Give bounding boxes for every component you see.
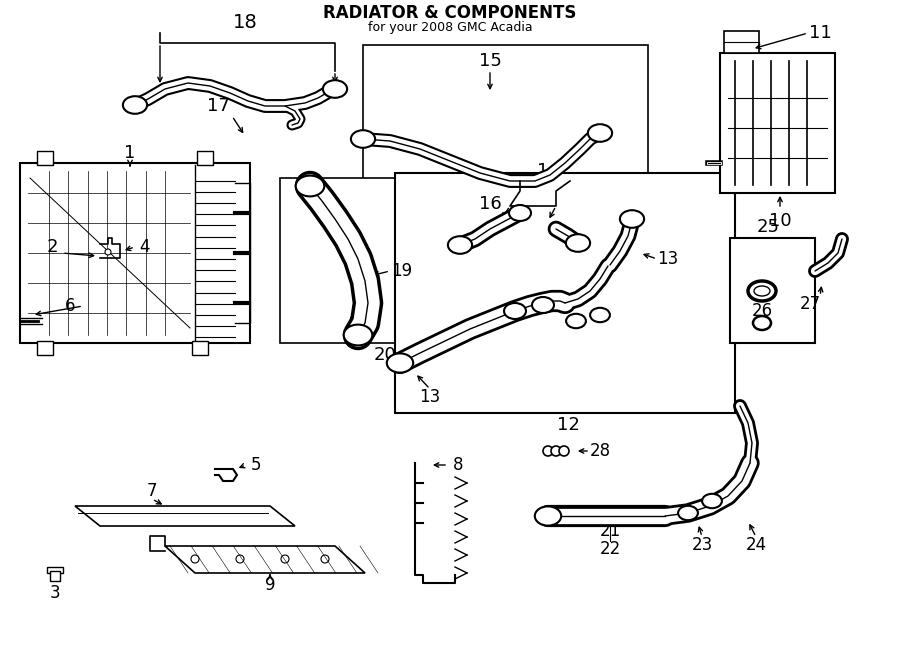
Text: 2: 2	[46, 238, 58, 256]
Ellipse shape	[590, 308, 610, 322]
Ellipse shape	[532, 297, 554, 313]
Ellipse shape	[448, 236, 472, 254]
Text: 25: 25	[757, 218, 779, 236]
Text: 6: 6	[65, 297, 76, 315]
Ellipse shape	[509, 205, 531, 221]
Ellipse shape	[351, 130, 375, 148]
Text: 10: 10	[769, 212, 791, 230]
Ellipse shape	[620, 210, 644, 228]
Text: 23: 23	[691, 536, 713, 554]
Circle shape	[551, 446, 561, 456]
Ellipse shape	[702, 494, 722, 508]
Ellipse shape	[123, 97, 147, 114]
Text: 12: 12	[556, 416, 580, 434]
Bar	[197, 151, 213, 165]
Text: 26: 26	[752, 302, 772, 320]
Ellipse shape	[748, 281, 776, 301]
Bar	[20, 163, 250, 343]
Text: for your 2008 GMC Acadia: for your 2008 GMC Acadia	[368, 22, 532, 34]
Polygon shape	[75, 506, 295, 526]
Bar	[395, 173, 735, 413]
Circle shape	[321, 555, 329, 563]
Ellipse shape	[678, 506, 698, 520]
Bar	[37, 151, 53, 165]
Circle shape	[281, 555, 289, 563]
Text: 20: 20	[374, 346, 396, 364]
Text: 4: 4	[140, 238, 150, 256]
Text: 7: 7	[147, 482, 158, 500]
Ellipse shape	[753, 316, 771, 330]
Text: RADIATOR & COMPONENTS: RADIATOR & COMPONENTS	[323, 4, 577, 22]
Text: 27: 27	[799, 295, 821, 313]
Ellipse shape	[566, 234, 590, 252]
Circle shape	[105, 249, 111, 255]
Bar	[720, 53, 835, 193]
Ellipse shape	[344, 325, 373, 346]
Text: 28: 28	[590, 442, 610, 460]
Text: 8: 8	[453, 456, 464, 474]
Text: 21: 21	[599, 522, 621, 540]
Circle shape	[543, 446, 553, 456]
Text: 9: 9	[265, 576, 275, 594]
Ellipse shape	[387, 354, 413, 373]
Bar	[730, 238, 815, 343]
Text: 22: 22	[599, 540, 621, 558]
Circle shape	[236, 555, 244, 563]
Text: 17: 17	[207, 97, 230, 115]
Text: 16: 16	[479, 195, 501, 213]
Bar	[50, 571, 60, 581]
Bar	[280, 178, 455, 343]
Text: 18: 18	[232, 13, 257, 32]
Ellipse shape	[754, 286, 770, 296]
Ellipse shape	[535, 506, 562, 525]
Bar	[363, 45, 648, 193]
Bar	[47, 567, 63, 573]
Circle shape	[559, 446, 569, 456]
Polygon shape	[165, 546, 365, 573]
Text: 3: 3	[50, 584, 60, 602]
Text: 5: 5	[251, 456, 261, 474]
Ellipse shape	[504, 303, 526, 319]
Ellipse shape	[323, 80, 347, 98]
Bar	[724, 31, 759, 53]
Ellipse shape	[588, 124, 612, 142]
Circle shape	[191, 555, 199, 563]
Text: 1: 1	[124, 144, 136, 162]
Text: 13: 13	[419, 388, 441, 406]
Text: 15: 15	[479, 52, 501, 70]
Text: 24: 24	[745, 536, 767, 554]
Ellipse shape	[566, 314, 586, 329]
Bar	[192, 341, 208, 355]
Text: 14: 14	[536, 162, 560, 180]
Text: 11: 11	[808, 24, 832, 42]
Text: 13: 13	[657, 250, 679, 268]
Text: 19: 19	[392, 262, 412, 280]
Bar	[37, 341, 53, 355]
Ellipse shape	[296, 176, 324, 196]
